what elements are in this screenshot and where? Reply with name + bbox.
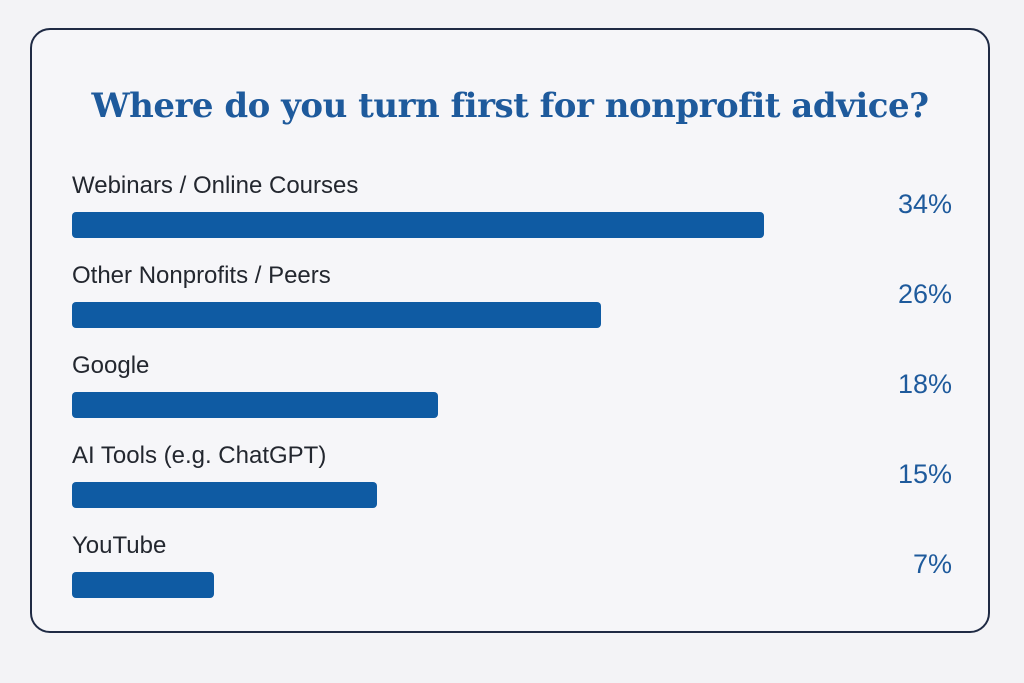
bar-track: [72, 212, 764, 238]
bar-value-label: 15%: [897, 459, 952, 489]
bar-peers: [72, 302, 602, 328]
bar-label: YouTube: [72, 532, 167, 559]
bar-track: [72, 392, 764, 418]
bar-track: [72, 572, 764, 598]
bar-track: [72, 482, 764, 508]
bar-track: [72, 302, 764, 328]
bar-youtube: [72, 572, 215, 598]
bar-label: Other Nonprofits / Peers: [72, 262, 331, 289]
chart-title: Where do you turn first for nonprofit ad…: [91, 86, 929, 126]
chart-card: Where do you turn first for nonprofit ad…: [30, 28, 990, 633]
bar-label: Google: [72, 352, 150, 379]
bar-row-youtube: YouTube 7%: [72, 532, 952, 612]
bar-row-peers: Other Nonprofits / Peers 26%: [72, 262, 952, 342]
bar-row-ai-tools: AI Tools (e.g. ChatGPT) 15%: [72, 442, 952, 522]
bar-value-label: 18%: [897, 369, 952, 399]
bar-ai-tools: [72, 482, 378, 508]
bar-value-label: 26%: [897, 279, 952, 309]
bar-row-webinars: Webinars / Online Courses 34%: [72, 172, 952, 252]
bar-row-google: Google 18%: [72, 352, 952, 432]
bar-google: [72, 392, 439, 418]
bar-value-label: 7%: [912, 549, 952, 579]
bar-value-label: 34%: [897, 189, 952, 219]
bar-webinars: [72, 212, 764, 238]
bar-label: AI Tools (e.g. ChatGPT): [72, 442, 327, 469]
bar-label: Webinars / Online Courses: [72, 172, 359, 199]
